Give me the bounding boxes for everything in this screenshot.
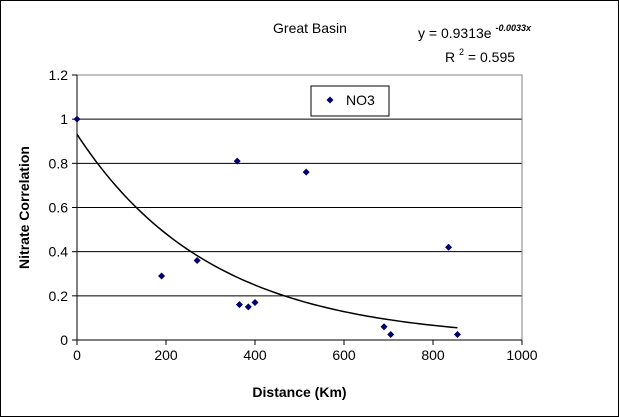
x-tick-label: 1000 (506, 347, 537, 363)
trendline-curve (76, 133, 458, 329)
data-points (73, 115, 461, 338)
x-tick-label: 600 (332, 347, 356, 363)
y-tick-label: 1 (60, 111, 68, 127)
axes: 0 0.2 0.4 0.6 0.8 1 1.2 0 200 400 600 800 1000 (49, 67, 538, 363)
chart-title: Great Basin (273, 20, 347, 36)
data-point (73, 115, 81, 123)
legend: NO3 (310, 85, 390, 117)
x-tick-label: 200 (154, 347, 178, 363)
data-point (445, 243, 453, 251)
trendline-equation: y = 0.9313e -0.0033x (418, 23, 532, 41)
gridlines (77, 74, 522, 297)
x-tick-label: 800 (421, 347, 445, 363)
y-tick-label: 0.6 (49, 200, 69, 216)
data-point (387, 330, 395, 338)
data-point (158, 272, 166, 280)
x-tick-label: 0 (73, 347, 81, 363)
r-squared-symbol: R (445, 49, 455, 65)
y-tick-label: 0.8 (49, 155, 69, 171)
y-tick-label: 1.2 (49, 67, 69, 83)
y-tick-label: 0.2 (49, 288, 69, 304)
legend-label-no3: NO3 (346, 92, 375, 108)
equation-base: y = 0.9313e (418, 25, 492, 41)
r-squared-value: = 0.595 (468, 49, 515, 65)
y-tick-label: 0 (60, 332, 68, 348)
legend-diamond-marker (326, 96, 334, 104)
data-point (235, 301, 243, 309)
data-point (453, 330, 461, 338)
r-squared-superscript: 2 (459, 47, 464, 57)
data-point (302, 168, 310, 176)
y-axis-label: Nitrate Correlation (16, 146, 32, 269)
trendline (76, 133, 458, 329)
data-point (193, 257, 201, 264)
legend-box (310, 85, 390, 117)
equation-exponent: -0.0033x (495, 23, 532, 33)
x-tick-label: 400 (243, 347, 267, 363)
r-squared-label: R 2 = 0.595 (445, 42, 515, 65)
data-point (251, 298, 259, 306)
x-axis-label: Distance (Km) (252, 384, 346, 400)
y-tick-label: 0.4 (49, 244, 69, 260)
data-point (233, 157, 241, 165)
data-point (380, 323, 388, 331)
data-point (244, 303, 252, 311)
